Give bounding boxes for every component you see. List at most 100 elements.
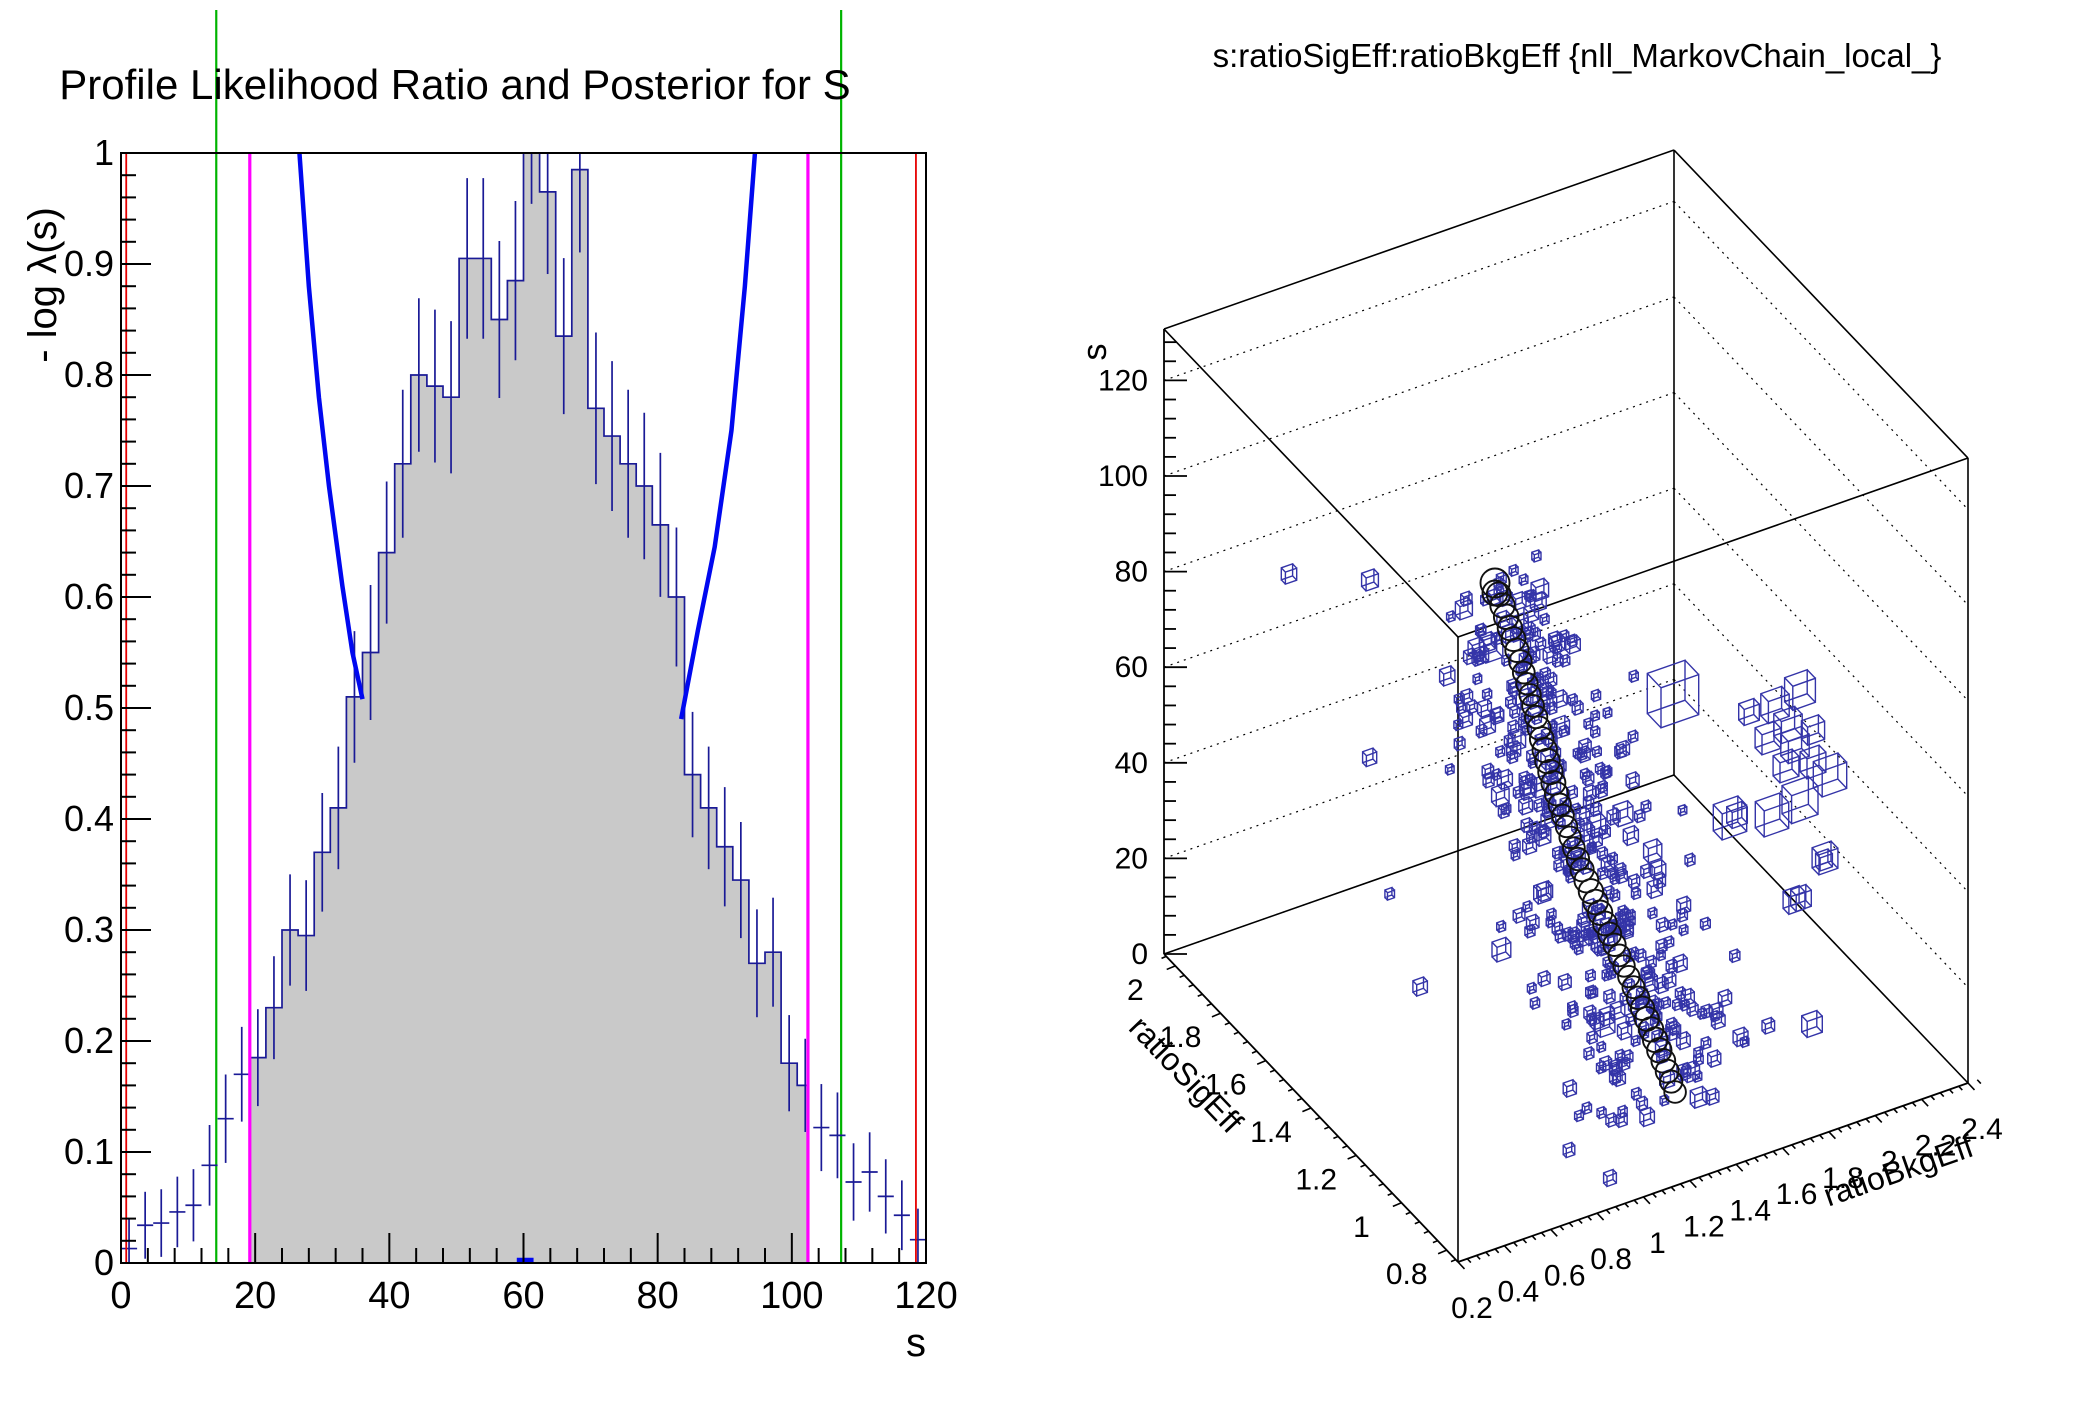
bkg-tick bbox=[1679, 1183, 1685, 1189]
data-cube bbox=[1677, 803, 1688, 817]
bkg-tick bbox=[1577, 1219, 1583, 1225]
sig-tick bbox=[1414, 1220, 1420, 1225]
data-cube bbox=[1520, 816, 1534, 834]
histogram-error-bars bbox=[121, 153, 926, 1263]
data-cube bbox=[1699, 916, 1711, 932]
sig-tick-label: 1.6 bbox=[1205, 1069, 1247, 1102]
data-cube bbox=[1646, 877, 1663, 900]
x-tick-label: 40 bbox=[368, 1275, 410, 1317]
bkg-tick bbox=[1874, 1114, 1883, 1123]
chain-circle bbox=[1586, 899, 1614, 926]
data-cube bbox=[1490, 782, 1510, 808]
data-cube bbox=[1600, 765, 1612, 781]
sig-tick bbox=[1166, 965, 1176, 971]
sig-tick bbox=[1278, 1078, 1285, 1083]
left-x-axis-title: s bbox=[906, 1321, 926, 1365]
bkg-tick bbox=[1466, 1258, 1472, 1264]
bkg-tick bbox=[1550, 1228, 1558, 1237]
data-cube bbox=[1531, 711, 1543, 726]
data-cube bbox=[1675, 1030, 1691, 1051]
bkg-tick bbox=[1754, 1157, 1759, 1163]
posterior-histogram bbox=[248, 152, 809, 1263]
x-tick-label: 20 bbox=[234, 1275, 276, 1317]
sig-tick-label: 1.8 bbox=[1160, 1021, 1202, 1054]
data-cube bbox=[1772, 748, 1800, 784]
z-axis-title: s bbox=[1076, 344, 1114, 361]
data-cube bbox=[1589, 801, 1603, 818]
y-tick-label: 0.5 bbox=[64, 687, 114, 728]
axis-ticks bbox=[120, 152, 927, 1264]
data-cube bbox=[1596, 1040, 1607, 1054]
data-cube bbox=[1526, 981, 1537, 995]
sig-tick bbox=[1324, 1126, 1330, 1130]
data-cube bbox=[1621, 1048, 1634, 1065]
data-cube bbox=[1438, 664, 1456, 687]
bkg-tick bbox=[1883, 1111, 1889, 1117]
data-cube bbox=[1577, 748, 1588, 762]
sig-tick bbox=[1450, 1258, 1457, 1263]
data-cube bbox=[1598, 823, 1611, 841]
chain-circle bbox=[1481, 579, 1509, 607]
chain-circle bbox=[1500, 626, 1527, 653]
data-cube bbox=[1553, 858, 1565, 873]
bkg-tick bbox=[1837, 1128, 1843, 1133]
data-cube bbox=[1705, 1087, 1720, 1107]
data-cube bbox=[1590, 724, 1601, 739]
data-cube bbox=[1552, 652, 1564, 669]
sig-tick-label: 1.2 bbox=[1295, 1163, 1337, 1196]
data-cube bbox=[1625, 908, 1636, 922]
data-cube bbox=[1646, 659, 1700, 729]
data-cube bbox=[1773, 705, 1803, 745]
y-tick-label: 0.9 bbox=[64, 243, 114, 284]
data-cube bbox=[1625, 770, 1640, 790]
sig-tick bbox=[1360, 1164, 1366, 1168]
chain-circle bbox=[1518, 683, 1542, 707]
bkg-tick bbox=[1809, 1137, 1815, 1143]
data-cube bbox=[1481, 687, 1493, 702]
data-cube bbox=[1738, 697, 1760, 727]
bkg-tick bbox=[1735, 1163, 1744, 1172]
data-cube bbox=[1445, 609, 1456, 624]
data-cube bbox=[1689, 1085, 1708, 1110]
bkg-tick bbox=[1967, 1082, 1976, 1091]
data-cube bbox=[1782, 884, 1806, 916]
data-cube bbox=[1678, 923, 1689, 937]
chain-circle bbox=[1663, 1080, 1687, 1104]
data-cube bbox=[1693, 1045, 1704, 1059]
chain-circle bbox=[1508, 649, 1533, 674]
x-tick-label: 60 bbox=[502, 1275, 544, 1317]
s-tick-label: 120 bbox=[1098, 364, 1148, 397]
data-cube bbox=[1717, 988, 1733, 1008]
data-cube bbox=[1602, 955, 1613, 969]
data-cube bbox=[1525, 773, 1536, 787]
floor-back-right-edge bbox=[1673, 774, 1969, 1084]
data-cube bbox=[1760, 685, 1790, 725]
data-cube bbox=[1510, 848, 1521, 862]
data-cube bbox=[1645, 998, 1658, 1015]
y-tick-label: 0.7 bbox=[64, 465, 114, 506]
bkg-tick bbox=[1939, 1092, 1945, 1098]
data-cube bbox=[1676, 895, 1692, 916]
bkg-tick-label: 2.4 bbox=[1961, 1113, 2003, 1146]
data-cube bbox=[1614, 742, 1627, 760]
top-front-left-edge bbox=[1163, 328, 1459, 638]
data-cube bbox=[1697, 1006, 1708, 1021]
data-cube bbox=[1710, 1010, 1726, 1031]
data-cube bbox=[1659, 1093, 1670, 1107]
left-title: Profile Likelihood Ratio and Posterior f… bbox=[59, 61, 850, 108]
data-cube bbox=[1628, 873, 1641, 890]
data-cube bbox=[1615, 867, 1628, 885]
data-cube bbox=[1496, 919, 1507, 934]
data-cube bbox=[1453, 735, 1466, 752]
data-cube bbox=[1533, 797, 1546, 813]
left-wall-gridline bbox=[1163, 296, 1675, 477]
data-cube bbox=[1623, 947, 1636, 964]
data-cube bbox=[1554, 928, 1567, 944]
data-cube bbox=[1546, 907, 1557, 922]
data-cube bbox=[1594, 782, 1608, 800]
sig-tick bbox=[1161, 955, 1167, 960]
data-cube bbox=[1628, 669, 1639, 684]
data-cube bbox=[1579, 767, 1591, 782]
sig-tick bbox=[1287, 1088, 1294, 1092]
data-cube bbox=[1522, 899, 1533, 914]
